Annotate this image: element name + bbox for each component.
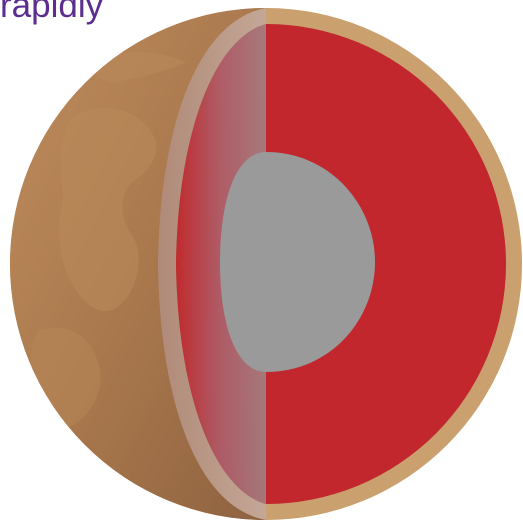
continent-shape (58, 107, 157, 312)
continent-shape (94, 51, 185, 83)
caption-text: rapidly (0, 0, 104, 25)
crust-rim-arc (158, 8, 266, 520)
core (220, 152, 375, 372)
mantle-cut-face (266, 24, 506, 504)
